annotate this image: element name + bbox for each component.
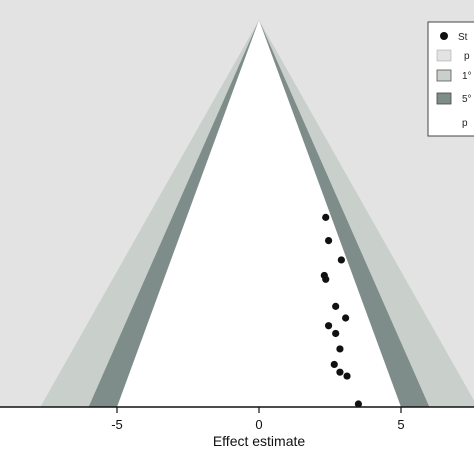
data-point-9 — [332, 329, 340, 338]
data-point-5 — [322, 275, 330, 283]
contour-region-10pct — [117, 20, 401, 407]
data-point-14 — [354, 400, 362, 408]
data-point-6 — [332, 302, 340, 310]
data-points — [320, 213, 362, 408]
legend-label-p-2: p — [462, 118, 468, 129]
data-point-7 — [342, 314, 350, 322]
legend-swatch-p — [436, 49, 452, 62]
data-point-1 — [322, 213, 330, 221]
x-tick-label--5: -5 — [111, 417, 123, 432]
legend: St p 1° 5° p — [427, 21, 474, 137]
legend-swatch-5pct — [436, 92, 452, 105]
legend-label-st: St — [458, 32, 468, 43]
data-point-12 — [336, 368, 344, 376]
legend-label-5pct: 5° — [462, 94, 472, 105]
x-tick-label-0: 0 — [255, 417, 262, 432]
x-axis-ticks: -5 0 5 — [111, 407, 405, 432]
data-point-3 — [337, 256, 345, 264]
legend-swatch-1pct — [436, 69, 452, 82]
data-point-10 — [336, 345, 344, 353]
legend-marker-st — [440, 32, 448, 40]
legend-label-1pct: 1° — [462, 71, 472, 82]
legend-label-p: p — [464, 51, 470, 62]
x-axis-label: Effect estimate — [213, 433, 306, 449]
data-point-13 — [343, 372, 351, 380]
data-point-2 — [324, 236, 333, 245]
data-point-11 — [330, 360, 338, 369]
x-tick-label-5: 5 — [397, 417, 404, 432]
data-point-8 — [324, 322, 333, 330]
